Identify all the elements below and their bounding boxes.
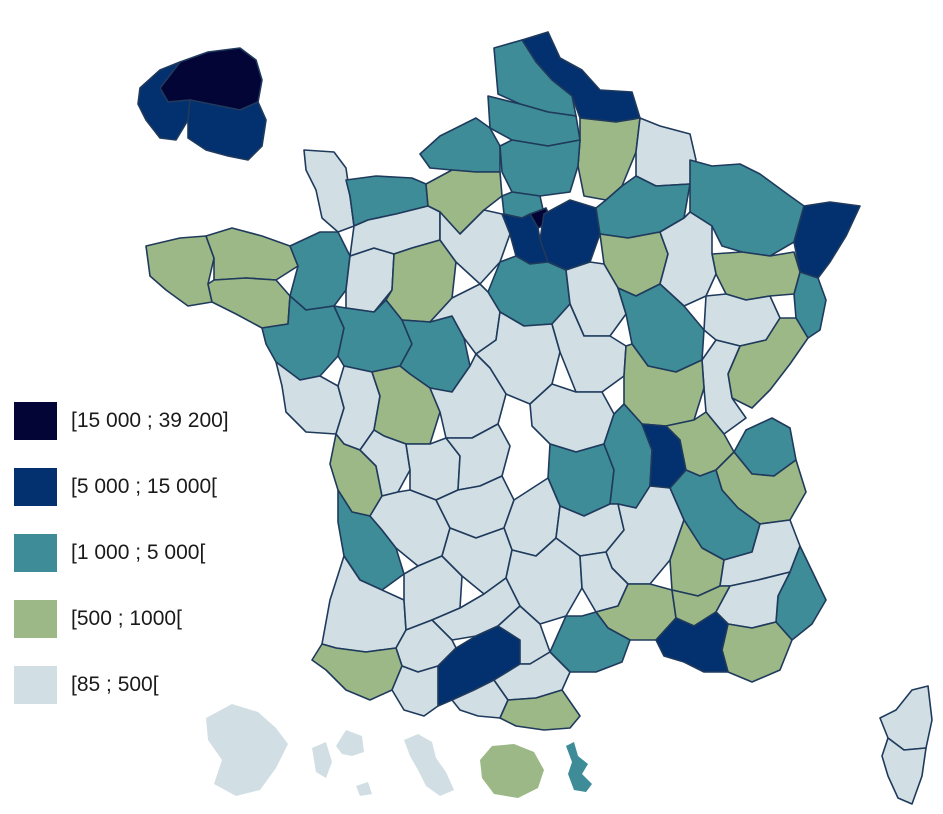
dept-bas-rhin[interactable]: [793, 201, 861, 279]
dept-haut-rhin[interactable]: [793, 271, 827, 339]
dept-allier[interactable]: [529, 383, 615, 453]
dept-saone-et-loire[interactable]: [623, 343, 705, 427]
dept-oise[interactable]: [499, 139, 581, 197]
legend-label: [85 ; 500[: [71, 673, 159, 696]
legend-swatch: [14, 468, 57, 506]
mayotte[interactable]: [566, 742, 592, 792]
legend-label: [1 000 ; 5 000[: [71, 541, 206, 564]
dept-ille-et-vilaine[interactable]: [289, 231, 351, 311]
dept-yvelines-essonne[interactable]: [501, 213, 549, 265]
dept-jura[interactable]: [701, 339, 747, 435]
legend-swatch: [14, 402, 57, 440]
dept-ardennes[interactable]: [635, 117, 697, 187]
dept-haute-marne[interactable]: [659, 211, 717, 307]
dept-haute-vienne[interactable]: [405, 437, 461, 501]
legend-swatch: [14, 666, 57, 704]
legend-swatch: [14, 600, 57, 638]
metropolitan-france: [145, 31, 933, 805]
guyane[interactable]: [206, 704, 288, 796]
dept-ardeche-drome[interactable]: [605, 485, 685, 585]
dept-indre[interactable]: [429, 353, 507, 439]
legend-item: [5 000 ; 15 000[: [14, 454, 229, 520]
legend: [15 000 ; 39 200] [5 000 ; 15 000[ [1 00…: [14, 388, 229, 718]
legend-item: [1 000 ; 5 000[: [14, 520, 229, 586]
la-reunion[interactable]: [480, 744, 544, 798]
legend-item: [15 000 ; 39 200]: [14, 388, 229, 454]
overseas-departments: [206, 704, 592, 798]
dept-var[interactable]: [721, 621, 793, 683]
legend-item: [500 ; 1000[: [14, 586, 229, 652]
paris-inset: [137, 47, 267, 161]
inset-val-de-marne[interactable]: [187, 99, 267, 161]
dept-hautes-pyrenees[interactable]: [391, 665, 439, 717]
legend-swatch: [14, 534, 57, 572]
dept-finistere[interactable]: [145, 235, 215, 307]
legend-label: [500 ; 1000[: [71, 607, 182, 630]
dept-bouches-du-rhone[interactable]: [655, 611, 729, 673]
legend-label: [5 000 ; 15 000[: [71, 475, 217, 498]
dept-vosges[interactable]: [711, 251, 801, 301]
dept-manche[interactable]: [303, 149, 355, 233]
dept-pas-de-calais[interactable]: [493, 39, 577, 117]
dept-cotes-d-armor[interactable]: [205, 227, 299, 281]
dept-herault[interactable]: [549, 611, 631, 673]
dept-seine-maritime[interactable]: [419, 117, 501, 173]
martinique[interactable]: [404, 734, 454, 796]
dept-seine-et-marne[interactable]: [539, 199, 601, 271]
dept-eure-et-loir[interactable]: [439, 209, 511, 285]
guadeloupe[interactable]: [312, 730, 372, 796]
dept-corse-du-sud[interactable]: [881, 737, 927, 805]
dept-pyrenees-atlantiques[interactable]: [311, 643, 403, 701]
dept-pyrenees-orientales[interactable]: [499, 689, 581, 731]
legend-item: [85 ; 500[: [14, 652, 229, 718]
dept-morbihan[interactable]: [207, 277, 291, 329]
legend-label: [15 000 ; 39 200]: [71, 409, 229, 432]
